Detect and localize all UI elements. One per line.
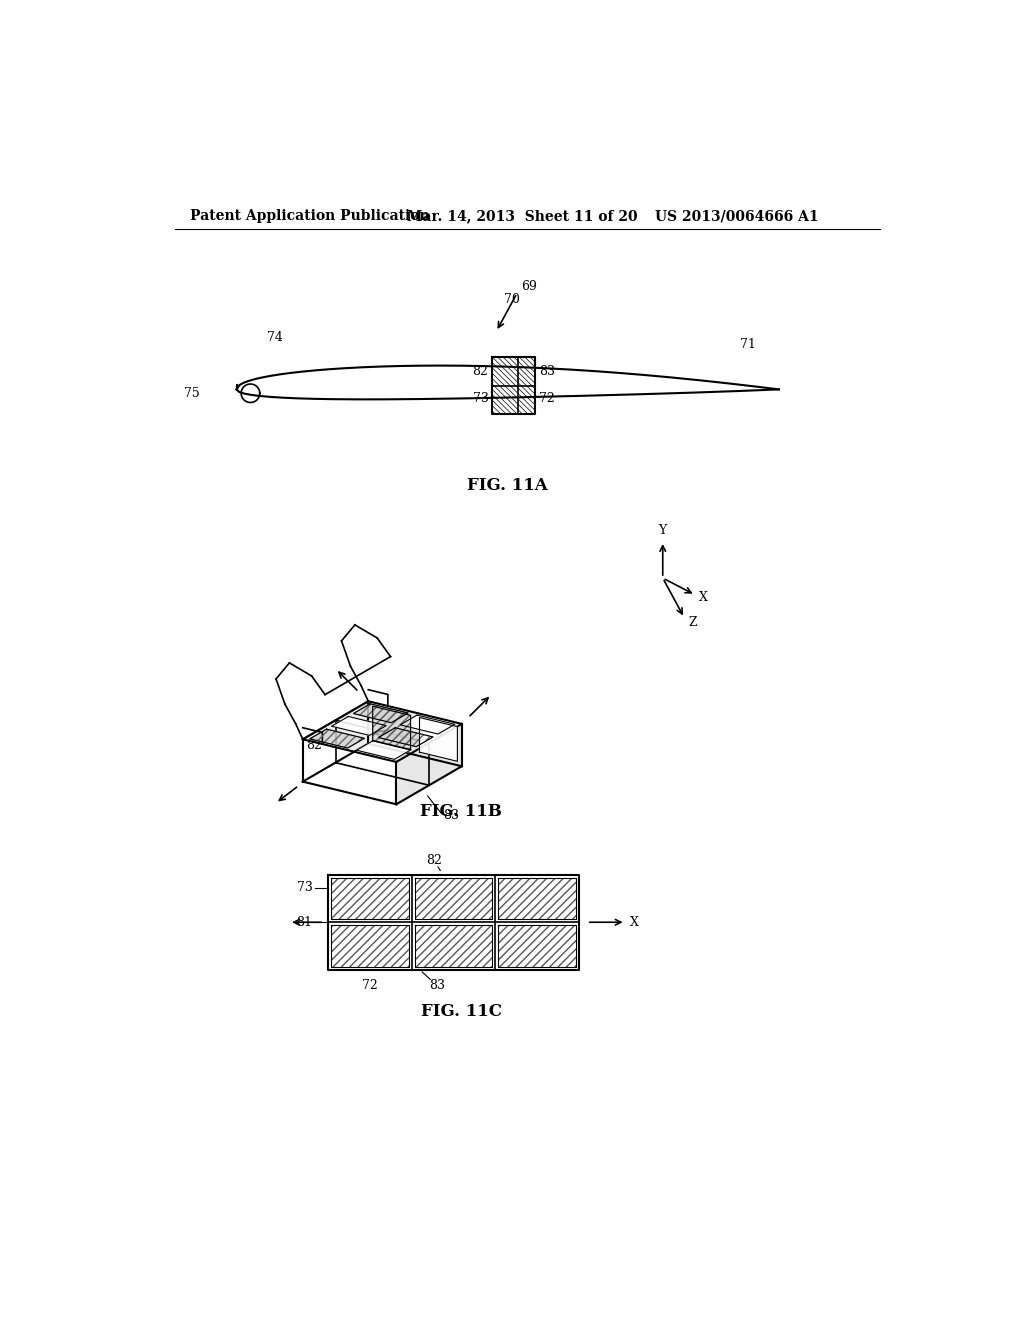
Polygon shape [373,706,411,750]
Polygon shape [499,878,575,919]
Text: 71: 71 [740,338,756,351]
Text: Y: Y [658,524,667,537]
Text: 83: 83 [429,979,444,991]
Polygon shape [332,717,386,735]
Text: 74: 74 [267,330,284,343]
Polygon shape [356,741,412,759]
Polygon shape [331,878,409,919]
Polygon shape [331,925,409,966]
Polygon shape [303,701,462,762]
Text: 75: 75 [183,387,200,400]
Text: FIG. 11B: FIG. 11B [420,803,502,820]
Bar [493,358,535,414]
Polygon shape [309,729,365,748]
Polygon shape [396,723,462,804]
Polygon shape [400,715,455,734]
Text: 73: 73 [297,882,312,895]
Text: 82: 82 [426,854,442,867]
Text: Mar. 14, 2013  Sheet 11 of 20: Mar. 14, 2013 Sheet 11 of 20 [407,209,638,223]
Text: FIG. 11A: FIG. 11A [467,477,548,494]
Text: 69: 69 [521,280,537,293]
Text: 82: 82 [306,739,322,752]
Polygon shape [499,925,575,966]
Polygon shape [378,727,433,747]
Text: 83: 83 [539,366,555,379]
Text: 72: 72 [539,392,555,405]
Text: 83: 83 [443,809,459,821]
Text: 72: 72 [361,979,378,991]
Text: 81: 81 [297,916,312,929]
Polygon shape [420,718,458,762]
Text: Z: Z [688,616,697,630]
Polygon shape [369,701,462,766]
Polygon shape [353,704,409,723]
Text: 82: 82 [472,366,488,379]
Text: US 2013/0064666 A1: US 2013/0064666 A1 [655,209,818,223]
Text: X: X [630,916,638,929]
Text: X: X [699,591,708,603]
Polygon shape [415,878,493,919]
Text: Patent Application Publication: Patent Application Publication [190,209,430,223]
Text: 73: 73 [472,392,488,405]
Text: FIG. 11C: FIG. 11C [421,1003,502,1020]
Polygon shape [415,925,493,966]
Text: 70: 70 [504,293,520,306]
